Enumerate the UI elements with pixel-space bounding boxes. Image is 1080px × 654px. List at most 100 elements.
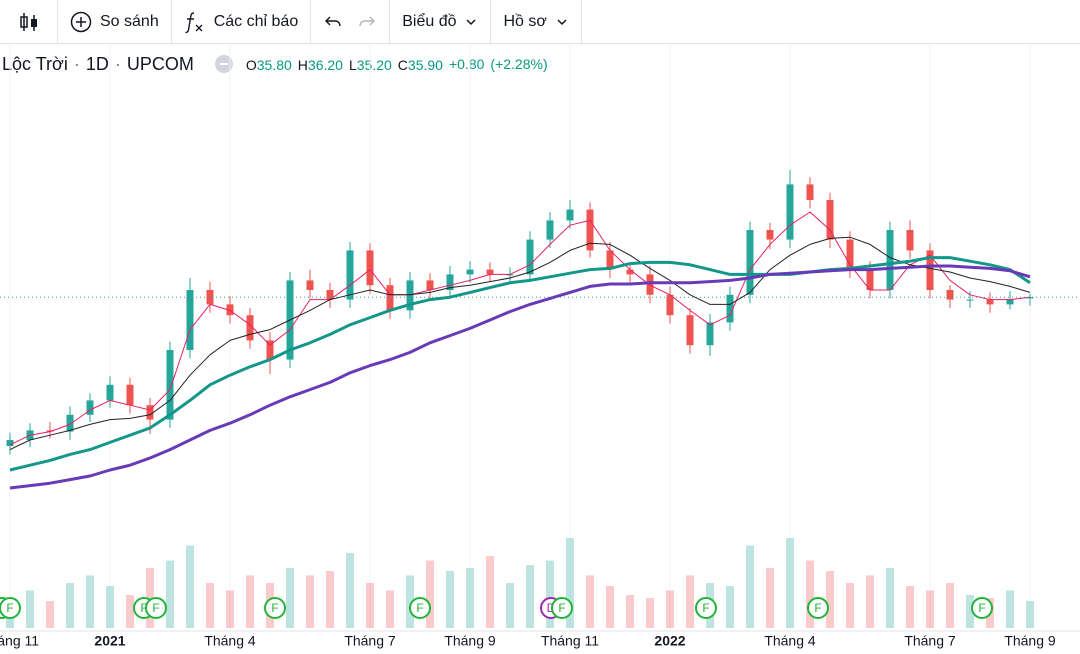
profile-label: Hồ sơ xyxy=(503,12,547,30)
volume-bar xyxy=(326,571,334,628)
event-marker xyxy=(551,597,573,619)
candle-body xyxy=(226,304,234,316)
candle-body xyxy=(146,405,154,420)
exchange: UPCOM xyxy=(126,53,194,74)
volume-bar xyxy=(486,556,494,628)
volume-bar xyxy=(246,575,254,628)
x-tick-label: 2022 xyxy=(654,633,685,649)
volume-bar xyxy=(186,545,194,628)
candle-button[interactable] xyxy=(0,0,58,44)
volume-bar xyxy=(826,571,834,628)
candle-body xyxy=(546,220,554,240)
event-label: F xyxy=(152,601,159,615)
event-marker xyxy=(145,597,167,619)
event-marker xyxy=(807,597,829,619)
candle-body xyxy=(726,294,734,323)
volume-bar xyxy=(726,586,734,628)
chevron-icon xyxy=(557,18,567,25)
candle-body xyxy=(6,440,14,446)
event-marker xyxy=(0,597,21,619)
candle-body xyxy=(866,269,874,290)
candle-body xyxy=(526,239,534,275)
profile-button[interactable]: Hồ sơ xyxy=(491,0,582,44)
chart-type-label: Biểu đồ xyxy=(402,12,457,30)
candle-body xyxy=(466,269,474,275)
event-label: F xyxy=(702,601,709,615)
event-marker xyxy=(409,597,431,619)
indicators-label: Các chỉ báo xyxy=(213,12,299,30)
chart: Tháng 11 2021 Tháng 4 Tháng 7 Tháng 9 Tháng 1… xyxy=(0,44,1080,649)
x-tick-label: Tháng 9 xyxy=(444,633,496,649)
x-tick-label: Tháng 4 xyxy=(204,633,256,649)
volume-bar xyxy=(66,583,74,628)
volume-bar xyxy=(506,583,514,628)
candle-body xyxy=(106,384,114,401)
candle-body xyxy=(786,184,794,240)
close-value: 35.90 xyxy=(407,56,443,73)
moving-average xyxy=(9,211,1031,446)
redo-icon[interactable] xyxy=(357,12,377,32)
undo-icon[interactable] xyxy=(323,12,343,32)
undo-redo xyxy=(311,0,391,44)
indicators-button[interactable]: Các chỉ báo xyxy=(172,0,312,44)
volume-bar xyxy=(1006,590,1014,628)
volume-bar xyxy=(446,571,454,628)
volume-bar xyxy=(166,560,174,628)
candle-body xyxy=(806,184,814,200)
change-pct: (+2.28%) xyxy=(490,56,548,72)
candle-body xyxy=(946,290,954,300)
volume-bar xyxy=(666,590,674,628)
volume-bar xyxy=(1026,601,1034,628)
low-value: 35.20 xyxy=(356,56,392,73)
volume-bar xyxy=(746,545,754,628)
volume-bar xyxy=(886,568,894,628)
candle-body xyxy=(326,290,334,300)
volume-bar xyxy=(926,590,934,628)
low-label: L xyxy=(348,56,357,73)
candle-body xyxy=(426,280,434,290)
volume-bar xyxy=(226,590,234,628)
candle-body xyxy=(486,269,494,275)
event-label: F xyxy=(978,601,985,615)
x-tick-label: Tháng 9 xyxy=(1004,633,1056,649)
candle-body xyxy=(186,290,194,350)
volume-bar xyxy=(346,553,354,628)
candle-body xyxy=(826,200,834,240)
moving-average xyxy=(9,264,1031,490)
candle-body xyxy=(406,280,414,311)
volume-bar xyxy=(286,568,294,628)
volume-bar xyxy=(606,586,614,628)
chart-type-button[interactable]: Biểu đồ xyxy=(390,0,492,44)
moving-average xyxy=(9,236,1031,451)
candle-body xyxy=(206,290,214,305)
fx-icon xyxy=(185,11,203,33)
event-label: F xyxy=(814,601,821,615)
volume-bar xyxy=(466,568,474,628)
candle-body xyxy=(366,250,374,286)
event-label: F xyxy=(416,601,423,615)
candle-body xyxy=(746,230,754,295)
separator: · xyxy=(73,53,80,74)
volume-bar xyxy=(966,595,974,628)
open-value: 35.80 xyxy=(256,56,292,73)
volume-bar xyxy=(86,575,94,628)
event-label: F xyxy=(271,601,278,615)
close-label: C xyxy=(397,56,408,73)
status-dot xyxy=(214,55,233,73)
volume-bar xyxy=(546,560,554,628)
volume-bar xyxy=(306,575,314,628)
x-tick-label: 2021 xyxy=(94,633,125,649)
volume-bar xyxy=(106,586,114,628)
volume-bar xyxy=(406,575,414,628)
volume-bar xyxy=(426,560,434,628)
volume-bar xyxy=(786,538,794,628)
candle-body xyxy=(166,350,174,420)
legend: Lộc Trời · 1D · UPCOM O35.80 H36.20 L35.… xyxy=(2,52,548,76)
candle-body xyxy=(386,285,394,311)
volume-bar xyxy=(146,568,154,628)
candle-body xyxy=(346,250,354,300)
compare-button[interactable]: So sánh xyxy=(58,0,172,44)
compare-label: So sánh xyxy=(100,12,159,30)
volume-bar xyxy=(686,575,694,628)
candle-body xyxy=(886,230,894,290)
